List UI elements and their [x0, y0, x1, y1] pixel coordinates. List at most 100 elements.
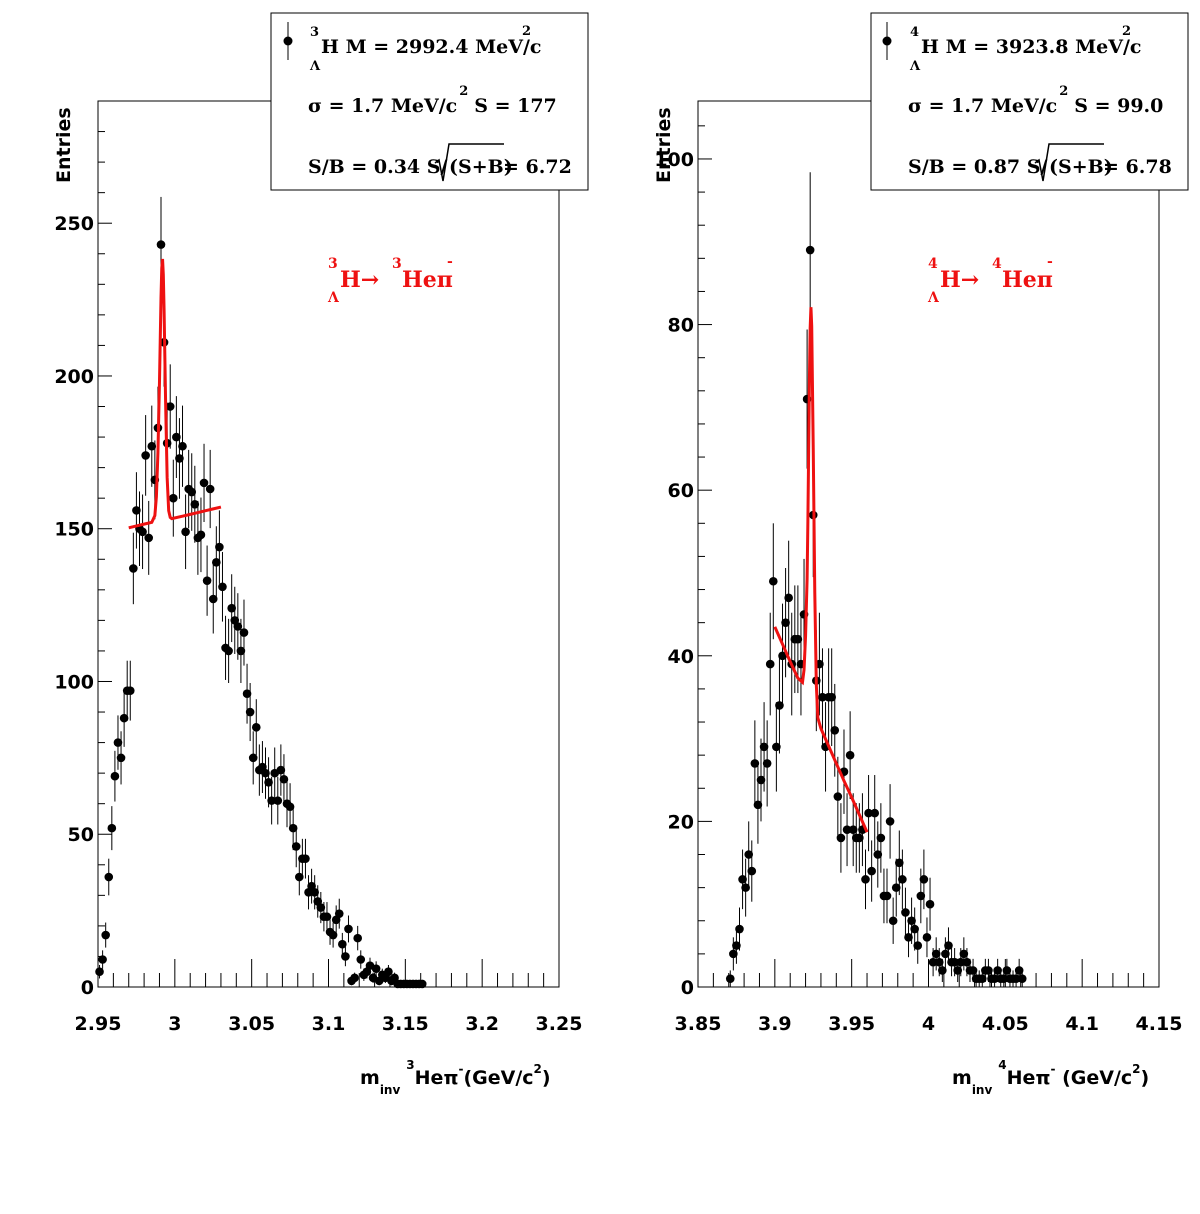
data-point [291, 842, 301, 851]
data-point [261, 768, 270, 778]
fit-annotation: 3 Λ H→ 3 Heπ - [327, 254, 453, 306]
x-axis-label: minv3Heπ-(GeV/c2) [360, 1058, 551, 1097]
data-point [334, 909, 344, 918]
data-point [827, 692, 836, 702]
data-point [959, 949, 969, 959]
data-point [805, 245, 815, 255]
data-point [907, 916, 916, 926]
data-point [110, 771, 120, 781]
data-point [119, 713, 129, 723]
data-point [129, 564, 138, 573]
data-point [215, 542, 224, 552]
svg-text:Heπ: Heπ [1002, 267, 1053, 293]
y-tick-label: 250 [54, 213, 94, 235]
data-point [950, 957, 959, 967]
data-point [830, 726, 840, 735]
svg-text:H→: H→ [940, 267, 979, 293]
data-point [775, 701, 784, 710]
data-point [316, 903, 326, 912]
legend-line-1-sub: Λ [309, 59, 321, 74]
data-point [113, 738, 123, 747]
data-point [848, 825, 858, 834]
data-point [741, 883, 750, 892]
data-point [248, 753, 258, 763]
data-point [267, 796, 276, 805]
data-point [356, 955, 366, 964]
x-axis-ticks: 3.85 3.9 3.95 4 4.05 4.1 4.15 [675, 959, 1182, 1035]
legend-box [270, 12, 589, 191]
data-point [310, 887, 319, 897]
data-point [344, 924, 353, 934]
data-point [891, 883, 901, 892]
data-point [353, 933, 362, 943]
legend-line-1-sup: 4 [910, 25, 919, 40]
y-tick-label: 20 [668, 811, 694, 833]
data-point [956, 957, 966, 967]
data-point [178, 441, 187, 451]
data-point [101, 930, 110, 940]
data-point [861, 875, 870, 884]
data-point [172, 432, 181, 442]
legend-line-3-radicand: (S+B) [449, 156, 513, 178]
data-point [288, 823, 298, 833]
data-point [725, 974, 735, 984]
data-point [756, 775, 766, 785]
y-tick-label: 150 [54, 519, 94, 541]
data-point [233, 622, 243, 631]
x-tick-label: 4 [922, 1013, 935, 1035]
x-tick-label: 3.1 [312, 1013, 346, 1035]
data-point [147, 441, 157, 451]
svg-text:Λ: Λ [927, 290, 940, 306]
x-tick-label: 3.25 [536, 1013, 583, 1035]
x-tick-label: 3.05 [228, 1013, 275, 1035]
data-point [762, 759, 772, 768]
data-point [765, 659, 775, 669]
x-axis-label: minv4Heπ- (GeV/c2) [952, 1058, 1149, 1097]
svg-text:Λ: Λ [327, 290, 340, 306]
data-point [224, 646, 233, 656]
data-point [301, 854, 310, 863]
data-point [895, 858, 904, 868]
x-tick-label: 3.95 [828, 1013, 875, 1035]
data-point [729, 949, 738, 959]
data-point [132, 506, 141, 515]
data-point [107, 823, 117, 833]
data-point [341, 952, 350, 961]
data-point [941, 949, 950, 959]
data-point [999, 974, 1009, 984]
data-point [1002, 966, 1012, 975]
data-point [913, 941, 923, 950]
y-axis-label: Entries [653, 107, 675, 183]
data-point [901, 908, 910, 917]
data-point [873, 850, 883, 859]
data-point [735, 924, 744, 934]
data-point [165, 402, 175, 411]
data-point [384, 967, 393, 977]
legend-line-2: σ = 1.7 MeV/c2S = 177 [308, 84, 557, 117]
data-point [187, 487, 197, 497]
plot-frame [697, 100, 1160, 988]
data-point [350, 973, 359, 983]
legend: 3 Λ H M = 2992.4 MeV/c 2 σ = 1.7 MeV/c2S… [270, 12, 589, 191]
x-tick-label: 3.15 [382, 1013, 429, 1035]
data-point [934, 957, 944, 967]
sqrt-sign [1034, 143, 1104, 182]
svg-text:4: 4 [992, 256, 1002, 272]
data-points [95, 196, 427, 989]
svg-text:3: 3 [392, 256, 402, 272]
svg-text:Heπ: Heπ [402, 267, 453, 293]
data-point [285, 802, 295, 812]
svg-text:3: 3 [328, 256, 338, 272]
svg-text:H→: H→ [340, 267, 379, 293]
legend-line-3-radicand: (S+B) [1049, 156, 1113, 178]
x-tick-label: 3.85 [675, 1013, 722, 1035]
legend-line-2: σ = 1.7 MeV/c2S = 99.0 [908, 84, 1163, 117]
data-point [784, 593, 793, 603]
data-point [876, 833, 886, 843]
data-point [276, 765, 286, 775]
data-point [990, 974, 999, 984]
y-tick-label: 60 [668, 480, 694, 502]
data-point [196, 530, 206, 540]
data-point [116, 753, 126, 763]
